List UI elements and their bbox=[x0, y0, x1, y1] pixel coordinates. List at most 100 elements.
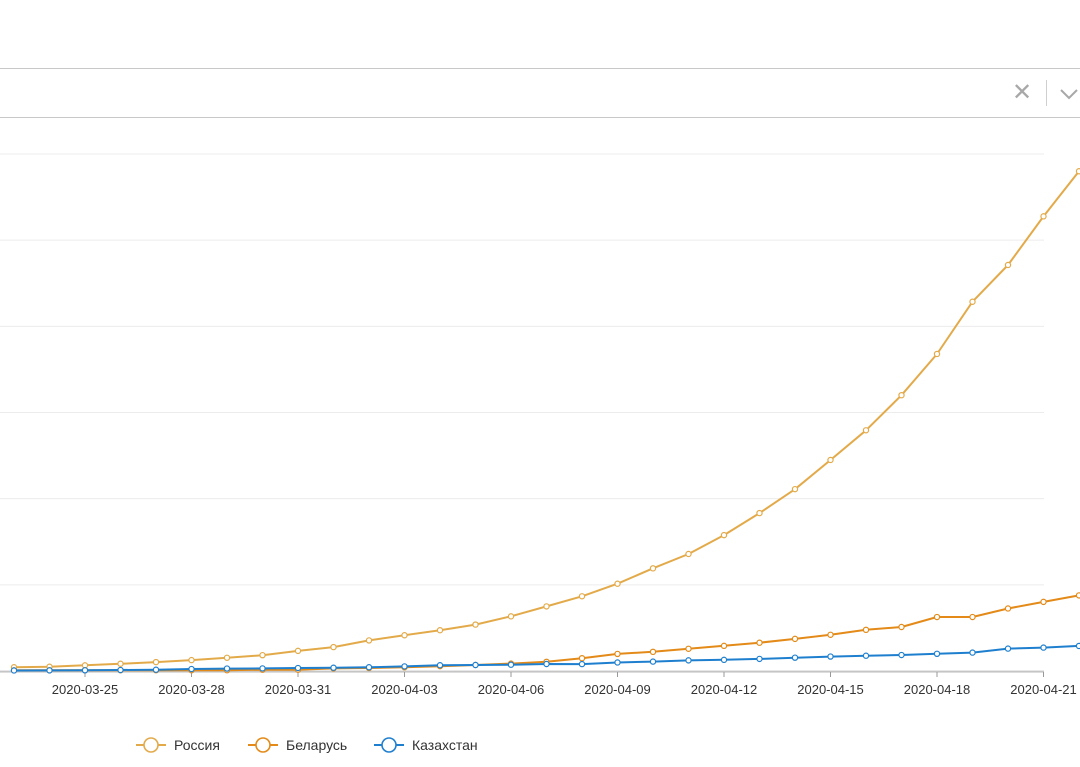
x-tick-label: 2020-03-28 bbox=[158, 682, 225, 697]
data-point[interactable] bbox=[1040, 644, 1047, 651]
legend-marker bbox=[381, 737, 397, 753]
data-point[interactable] bbox=[578, 660, 586, 668]
data-point[interactable] bbox=[720, 642, 728, 650]
selector-divider bbox=[1046, 80, 1047, 106]
data-point[interactable] bbox=[117, 666, 124, 674]
data-point[interactable] bbox=[188, 665, 195, 673]
legend-label: Казахстан bbox=[412, 737, 478, 753]
chevron-down-icon[interactable] bbox=[1058, 84, 1080, 104]
chart-grid bbox=[0, 153, 1044, 672]
data-point[interactable] bbox=[46, 667, 53, 674]
data-point[interactable] bbox=[614, 580, 621, 587]
data-point[interactable] bbox=[685, 645, 692, 652]
data-point[interactable] bbox=[933, 613, 941, 621]
data-point[interactable] bbox=[862, 427, 870, 434]
legend-label: Россия bbox=[174, 737, 220, 753]
legend-marker bbox=[143, 737, 159, 753]
data-point[interactable] bbox=[933, 350, 941, 358]
x-tick-label: 2020-03-31 bbox=[265, 682, 332, 697]
data-point[interactable] bbox=[969, 298, 976, 305]
data-point[interactable] bbox=[117, 660, 124, 667]
data-point[interactable] bbox=[152, 666, 160, 673]
data-point[interactable] bbox=[614, 659, 621, 666]
data-point[interactable] bbox=[294, 647, 302, 655]
data-point[interactable] bbox=[1004, 605, 1012, 612]
x-tick-label: 2020-04-03 bbox=[371, 682, 438, 697]
x-tick-label: 2020-04-15 bbox=[797, 682, 864, 697]
data-point[interactable] bbox=[614, 650, 621, 658]
data-point[interactable] bbox=[330, 643, 337, 651]
data-point[interactable] bbox=[294, 664, 302, 672]
data-point[interactable] bbox=[543, 603, 550, 610]
data-point[interactable] bbox=[791, 654, 799, 661]
data-point[interactable] bbox=[472, 621, 479, 628]
data-point[interactable] bbox=[436, 627, 444, 634]
data-point[interactable] bbox=[898, 623, 905, 631]
data-point[interactable] bbox=[720, 531, 728, 539]
x-tick-label: 2020-04-18 bbox=[904, 682, 971, 697]
data-point[interactable] bbox=[969, 613, 976, 621]
data-point[interactable] bbox=[330, 664, 337, 671]
data-point[interactable] bbox=[756, 655, 763, 663]
data-point[interactable] bbox=[401, 632, 408, 639]
close-icon[interactable]: ✕ bbox=[1011, 79, 1033, 106]
data-point[interactable] bbox=[649, 565, 657, 572]
x-tick-label: 2020-04-09 bbox=[584, 682, 651, 697]
data-point[interactable] bbox=[365, 664, 373, 671]
chart-legend: Россия Беларусь Казахстан bbox=[136, 737, 478, 753]
data-point[interactable] bbox=[472, 661, 479, 669]
data-point[interactable] bbox=[1075, 592, 1080, 599]
data-point[interactable] bbox=[898, 391, 905, 399]
data-point[interactable] bbox=[259, 665, 266, 672]
data-point[interactable] bbox=[223, 665, 231, 672]
data-point[interactable] bbox=[685, 657, 692, 664]
data-point[interactable] bbox=[649, 648, 657, 656]
data-point[interactable] bbox=[791, 635, 799, 643]
data-point[interactable] bbox=[223, 654, 231, 661]
data-point[interactable] bbox=[1075, 642, 1080, 650]
legend-label: Беларусь bbox=[286, 737, 347, 753]
data-point[interactable] bbox=[1004, 645, 1012, 652]
data-point[interactable] bbox=[436, 662, 444, 669]
data-point[interactable] bbox=[507, 661, 515, 668]
x-axis: 2020-03-25 2020-03-28 2020-03-31 2020-04-03… bbox=[0, 671, 1077, 697]
data-point[interactable] bbox=[152, 658, 160, 666]
data-point[interactable] bbox=[720, 656, 728, 664]
data-point[interactable] bbox=[862, 626, 870, 634]
country-selector[interactable] bbox=[0, 68, 1080, 118]
legend-item[interactable]: Казахстан bbox=[374, 737, 478, 753]
data-point[interactable] bbox=[827, 653, 834, 660]
data-point[interactable] bbox=[1075, 168, 1080, 175]
data-point[interactable] bbox=[1040, 213, 1047, 220]
data-point[interactable] bbox=[685, 550, 692, 558]
x-tick-label: 2020-04-12 bbox=[691, 682, 758, 697]
data-point[interactable] bbox=[933, 650, 941, 658]
data-point[interactable] bbox=[827, 456, 834, 464]
legend-item[interactable]: Беларусь bbox=[248, 737, 347, 753]
data-point[interactable] bbox=[10, 667, 18, 674]
data-point[interactable] bbox=[365, 637, 373, 644]
data-point[interactable] bbox=[969, 649, 976, 656]
data-point[interactable] bbox=[188, 656, 195, 664]
data-point[interactable] bbox=[578, 593, 586, 600]
data-point[interactable] bbox=[862, 652, 870, 659]
x-tick-label: 2020-04-21 bbox=[1010, 682, 1077, 697]
data-point[interactable] bbox=[649, 658, 657, 665]
legend-item[interactable]: Россия bbox=[136, 737, 220, 753]
data-point[interactable] bbox=[507, 613, 515, 620]
x-tick-label: 2020-04-06 bbox=[478, 682, 545, 697]
x-tick-label: 2020-03-25 bbox=[52, 682, 119, 697]
data-point[interactable] bbox=[1040, 598, 1047, 606]
data-point[interactable] bbox=[81, 667, 89, 674]
data-point[interactable] bbox=[791, 485, 799, 493]
data-point[interactable] bbox=[756, 509, 763, 517]
data-point[interactable] bbox=[543, 660, 550, 668]
data-point[interactable] bbox=[259, 651, 266, 659]
data-point[interactable] bbox=[578, 654, 586, 662]
data-point[interactable] bbox=[1004, 261, 1012, 269]
data-point[interactable] bbox=[756, 639, 763, 646]
data-point[interactable] bbox=[898, 651, 905, 659]
data-point[interactable] bbox=[827, 631, 834, 638]
data-point[interactable] bbox=[401, 663, 408, 670]
